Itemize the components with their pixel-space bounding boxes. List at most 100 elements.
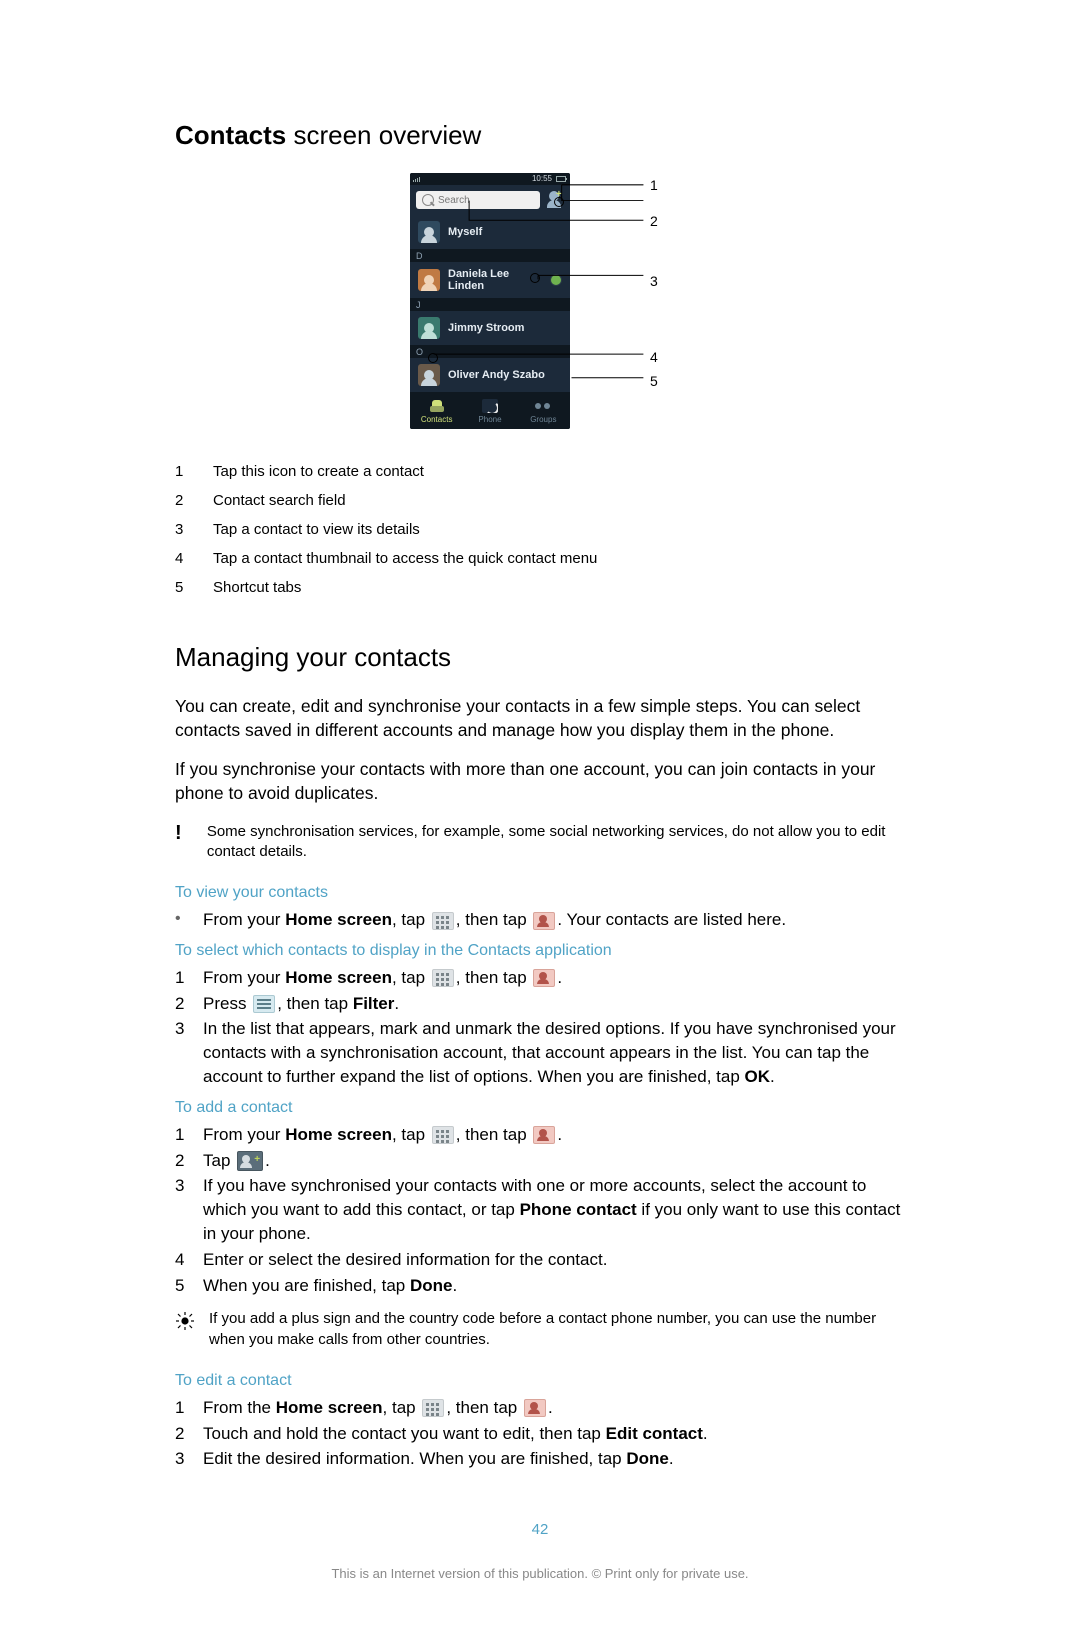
section-heading-overview: Contacts screen overview	[175, 120, 905, 151]
step: 2 Touch and hold the contact you want to…	[175, 1422, 905, 1446]
tip-text: If you add a plus sign and the country c…	[209, 1309, 905, 1350]
step-number: 4	[175, 1248, 189, 1272]
contact-name: Jimmy Stroom	[448, 322, 562, 334]
contact-avatar[interactable]	[418, 221, 440, 243]
contact-name: Oliver Andy Szabo	[448, 369, 562, 381]
heading-bold: Contacts	[175, 120, 286, 150]
callout-1: 1	[650, 177, 658, 193]
legend-text: Contact search field	[213, 492, 346, 509]
contact-avatar[interactable]	[418, 364, 440, 386]
tip-icon	[175, 1311, 195, 1331]
apps-icon	[432, 912, 454, 930]
note-text: Some synchronisation services, for examp…	[207, 822, 905, 863]
contact-row[interactable]: Oliver Andy Szabo	[410, 358, 570, 393]
menu-icon	[253, 995, 275, 1013]
tab-groups[interactable]: Groups	[517, 393, 570, 429]
contact-avatar[interactable]	[418, 317, 440, 339]
task-title-add: To add a contact	[175, 1099, 905, 1117]
figure-wrap: 10:55 Search + MyselfDDaniela Lee Linden…	[175, 173, 905, 429]
contacts-app-icon	[533, 912, 555, 930]
contact-name: Daniela Lee Linden	[448, 268, 542, 292]
legend-row: 5Shortcut tabs	[175, 573, 905, 602]
search-placeholder: Search	[438, 195, 470, 206]
statusbar: 10:55	[410, 173, 570, 185]
battery-icon	[556, 176, 566, 182]
step-number: 3	[175, 1447, 189, 1471]
contacts-app-icon	[524, 1399, 546, 1417]
apps-icon	[432, 969, 454, 987]
contact-name: Myself	[448, 226, 562, 238]
step: 3 Edit the desired information. When you…	[175, 1447, 905, 1471]
step-number: 2	[175, 1149, 189, 1173]
legend-number: 5	[175, 579, 189, 596]
shortcut-tabs: Contacts Phone Groups	[410, 393, 570, 429]
contact-row[interactable]: Jimmy Stroom	[410, 311, 570, 346]
step-text: Tap +.	[203, 1149, 905, 1173]
callout-3: 3	[650, 273, 658, 289]
index-letter: J	[410, 299, 570, 311]
step: 3 If you have synchronised your contacts…	[175, 1174, 905, 1245]
step-text: When you are finished, tap Done.	[203, 1274, 905, 1298]
step: 1 From your Home screen, tap , then tap …	[175, 966, 905, 990]
step: 5 When you are finished, tap Done.	[175, 1274, 905, 1298]
statusbar-time: 10:55	[532, 174, 552, 183]
step: 2 Tap +.	[175, 1149, 905, 1173]
step-text: Enter or select the desired information …	[203, 1248, 905, 1272]
contacts-list: MyselfDDaniela Lee LindenJJimmy StroomOO…	[410, 215, 570, 393]
contact-avatar[interactable]	[418, 269, 440, 291]
step-number: 1	[175, 1123, 189, 1147]
search-icon	[422, 194, 434, 206]
apps-icon	[422, 1399, 444, 1417]
tab-contacts[interactable]: Contacts	[410, 393, 463, 429]
step-text: From the Home screen, tap , then tap .	[203, 1396, 905, 1420]
step-number: 2	[175, 1422, 189, 1446]
phone-icon	[482, 399, 498, 413]
groups-icon	[535, 399, 551, 413]
legend-row: 1 Tap this icon to create a contact	[175, 457, 905, 486]
contacts-icon	[429, 399, 445, 413]
section-heading-managing: Managing your contacts	[175, 642, 905, 673]
search-input[interactable]: Search	[416, 191, 540, 209]
contacts-app-icon	[533, 1126, 555, 1144]
callout-2: 2	[650, 213, 658, 229]
contact-row[interactable]: Myself	[410, 215, 570, 250]
footer-text: This is an Internet version of this publ…	[175, 1566, 905, 1581]
legend-number: 4	[175, 550, 189, 567]
task-title-edit: To edit a contact	[175, 1372, 905, 1390]
step-number: 1	[175, 966, 189, 990]
step-number: 1	[175, 1396, 189, 1420]
legend-number: 3	[175, 521, 189, 538]
tab-label: Contacts	[421, 415, 453, 424]
legend-row: 2 Contact search field	[175, 486, 905, 515]
important-icon: !	[175, 820, 193, 863]
paragraph: You can create, edit and synchronise you…	[175, 695, 905, 742]
signal-icon	[413, 176, 423, 182]
step-text: In the list that appears, mark and unmar…	[203, 1017, 905, 1088]
bullet-marker: •	[175, 908, 189, 932]
tab-label: Groups	[530, 415, 556, 424]
paragraph: If you synchronise your contacts with mo…	[175, 758, 905, 805]
tab-label: Phone	[478, 415, 501, 424]
step-text: Edit the desired information. When you a…	[203, 1447, 905, 1471]
tip-note: If you add a plus sign and the country c…	[175, 1309, 905, 1350]
legend-text: Tap a contact thumbnail to access the qu…	[213, 550, 597, 567]
contact-row[interactable]: Daniela Lee Linden	[410, 262, 570, 299]
step-number: 3	[175, 1017, 189, 1088]
contacts-app-icon	[533, 969, 555, 987]
step-number: 2	[175, 992, 189, 1016]
legend-number: 2	[175, 492, 189, 509]
step: 4 Enter or select the desired informatio…	[175, 1248, 905, 1272]
legend-row: 3Tap a contact to view its details	[175, 515, 905, 544]
legend-number: 1	[175, 463, 189, 480]
step: 2 Press , then tap Filter.	[175, 992, 905, 1016]
search-row: Search +	[410, 185, 570, 215]
manual-page: Contacts screen overview 10:55 Search	[0, 0, 1080, 1641]
task-title-select: To select which contacts to display in t…	[175, 942, 905, 960]
step-text: From your Home screen, tap , then tap .	[203, 966, 905, 990]
step: 1 From your Home screen, tap , then tap …	[175, 1123, 905, 1147]
tab-phone[interactable]: Phone	[463, 393, 516, 429]
callout-4: 4	[650, 349, 658, 365]
legend-text: Tap this icon to create a contact	[213, 463, 424, 480]
important-note: ! Some synchronisation services, for exa…	[175, 822, 905, 863]
figure: 10:55 Search + MyselfDDaniela Lee Linden…	[410, 173, 670, 429]
